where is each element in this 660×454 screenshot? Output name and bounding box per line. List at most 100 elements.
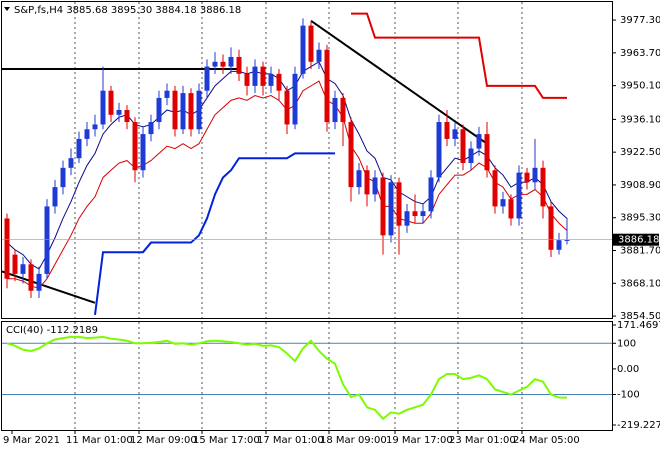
candle-body	[76, 138, 82, 159]
candle-body	[492, 170, 498, 207]
candle-body	[100, 90, 106, 125]
candle-body	[428, 177, 434, 212]
cci-line	[6, 335, 568, 421]
candle-body	[108, 90, 114, 115]
candle-body	[156, 97, 162, 123]
cci-y-tick-label: -100	[617, 389, 640, 400]
candle-body	[380, 177, 386, 236]
last-price-label: 3886.18	[618, 235, 659, 246]
candle-body	[332, 97, 338, 123]
candle-body	[220, 61, 226, 67]
candle-body	[372, 177, 378, 195]
cci-y-tick-label: 0.00	[617, 364, 639, 375]
candle-body	[132, 122, 138, 171]
y-tick-label: 3977.30	[620, 15, 660, 26]
candle-body	[180, 93, 186, 130]
candle-body	[412, 211, 418, 217]
collapse-icon[interactable]	[4, 7, 10, 11]
candle-body	[68, 158, 74, 168]
candle-body	[468, 148, 474, 164]
cci-y-tick-label: -219.2272	[617, 420, 660, 431]
y-tick-label: 3922.50	[620, 147, 660, 158]
candle-body	[252, 66, 258, 86]
candle-body	[268, 73, 274, 86]
cci-title: CCI(40) -112.2189	[6, 325, 98, 336]
candle-body	[436, 122, 442, 178]
candle-body	[364, 170, 370, 195]
trendline	[1, 270, 96, 304]
candle-body	[540, 167, 546, 207]
candle-body	[92, 124, 98, 130]
candle-body	[460, 129, 466, 164]
indicator-line	[94, 152, 335, 315]
candle-body	[396, 182, 402, 226]
x-tick-label: 17 Mar 01:00	[257, 435, 324, 446]
candle-body	[404, 211, 410, 226]
x-tick-label: 15 Mar 17:00	[193, 435, 260, 446]
header: S&P,fs,H4 3885.68 3895.30 3884.18 3886.1…	[14, 5, 241, 16]
x-tick-label: 19 Mar 17:00	[386, 435, 453, 446]
candle-body	[500, 199, 506, 207]
candle-body	[308, 25, 314, 62]
candle-body	[340, 97, 346, 123]
y-tick-label: 3868.10	[620, 278, 660, 289]
candle-body	[564, 239, 570, 241]
candle-body	[556, 240, 562, 250]
candle-body	[236, 56, 242, 74]
candle-body	[148, 122, 154, 135]
candle-body	[356, 170, 362, 188]
candle-body	[452, 129, 458, 139]
candle-body	[284, 90, 290, 125]
candle-body	[260, 66, 266, 86]
last-price-box	[613, 233, 659, 246]
candle-body	[84, 129, 90, 139]
candle-body	[20, 264, 26, 274]
candle-body	[172, 90, 178, 130]
candle-body	[484, 134, 490, 171]
candle-body	[348, 122, 354, 188]
candle-body	[276, 73, 282, 91]
y-tick-label: 3895.30	[620, 213, 660, 224]
candle-body	[388, 182, 394, 236]
candle-body	[212, 61, 218, 67]
y-tick-label: 3936.10	[620, 114, 660, 125]
candle-body	[196, 90, 202, 130]
y-tick-label: 3854.50	[620, 311, 660, 322]
y-tick-label: 3963.70	[620, 48, 660, 59]
cci-frame	[1, 321, 613, 431]
candle-body	[140, 134, 146, 171]
candle-body	[324, 49, 330, 123]
candle-body	[292, 73, 298, 125]
x-tick-label: 9 Mar 2021	[3, 435, 60, 446]
candle-body	[228, 56, 234, 67]
y-tick-label: 3908.90	[620, 180, 660, 191]
candle-body	[204, 66, 210, 91]
x-tick-label: 12 Mar 09:00	[130, 435, 197, 446]
x-tick-label: 11 Mar 01:00	[66, 435, 133, 446]
cci-y-tick-label: 100	[617, 338, 636, 349]
x-tick-label: 23 Mar 01:00	[449, 435, 516, 446]
candle-body	[52, 187, 58, 207]
candle-body	[124, 109, 130, 123]
cci-y-tick-label: 171.4697	[617, 320, 660, 331]
candle-body	[300, 25, 306, 74]
candle-body	[116, 109, 122, 115]
y-tick-label: 3950.10	[620, 81, 660, 92]
candle-body	[508, 199, 514, 219]
main-frame	[1, 1, 613, 319]
trendline	[310, 19, 488, 145]
candle-body	[164, 90, 170, 98]
y-tick-label: 3881.70	[620, 246, 660, 257]
candle-body	[188, 93, 194, 130]
candle-body	[476, 134, 482, 149]
candle-body	[28, 264, 34, 291]
candle-body	[532, 167, 538, 183]
candle-body	[60, 167, 66, 188]
x-tick-label: 24 Mar 05:00	[513, 435, 580, 446]
candle-body	[420, 211, 426, 217]
candle-body	[516, 172, 522, 219]
candle-body	[244, 73, 250, 86]
indicator-line	[351, 12, 567, 99]
